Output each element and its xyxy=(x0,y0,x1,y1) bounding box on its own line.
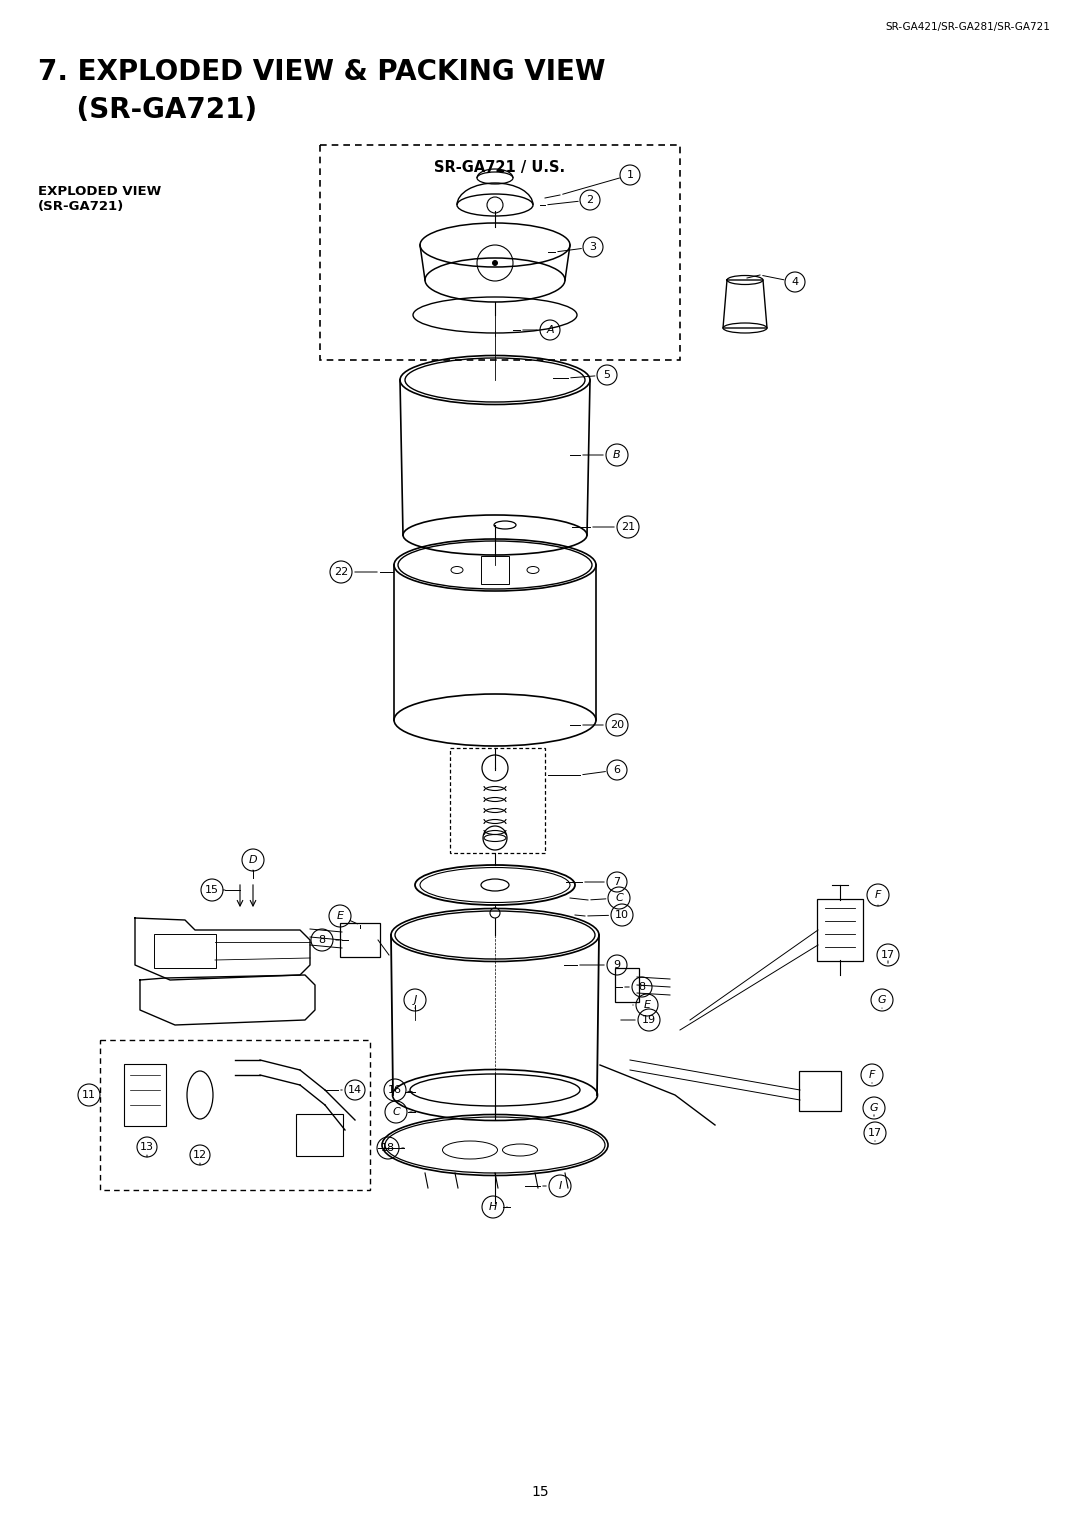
Text: F: F xyxy=(875,890,881,899)
Text: (SR-GA721): (SR-GA721) xyxy=(38,96,257,124)
Text: 2: 2 xyxy=(586,195,594,205)
Text: D: D xyxy=(248,855,257,864)
Text: 3: 3 xyxy=(590,241,596,252)
Text: C: C xyxy=(616,893,623,902)
Text: EXPLODED VIEW: EXPLODED VIEW xyxy=(38,185,161,199)
Text: I: I xyxy=(558,1180,562,1191)
Text: A: A xyxy=(546,325,554,334)
Text: 14: 14 xyxy=(348,1086,362,1095)
Text: 6: 6 xyxy=(613,765,621,776)
Text: 16: 16 xyxy=(388,1086,402,1095)
Text: 1: 1 xyxy=(626,169,634,180)
Text: 10: 10 xyxy=(615,910,629,919)
Text: 21: 21 xyxy=(621,522,635,531)
Text: 15: 15 xyxy=(205,886,219,895)
Text: 13: 13 xyxy=(140,1142,154,1151)
Text: 7: 7 xyxy=(613,876,621,887)
Text: 8: 8 xyxy=(638,982,646,993)
Text: 8: 8 xyxy=(319,935,325,945)
Text: 12: 12 xyxy=(193,1150,207,1161)
Text: 11: 11 xyxy=(82,1090,96,1099)
Text: 17: 17 xyxy=(881,950,895,960)
Text: G: G xyxy=(869,1102,878,1113)
Text: SR-GA421/SR-GA281/SR-GA721: SR-GA421/SR-GA281/SR-GA721 xyxy=(886,21,1050,32)
Text: G: G xyxy=(878,996,887,1005)
Text: 19: 19 xyxy=(642,1015,656,1025)
Text: C: C xyxy=(392,1107,400,1116)
Circle shape xyxy=(492,260,498,266)
Text: SR-GA721 / U.S.: SR-GA721 / U.S. xyxy=(434,160,566,176)
Text: 17: 17 xyxy=(868,1128,882,1138)
Text: E: E xyxy=(644,1000,650,1009)
Text: 4: 4 xyxy=(792,276,798,287)
Text: (SR-GA721): (SR-GA721) xyxy=(38,200,124,212)
Text: E: E xyxy=(337,912,343,921)
Text: 20: 20 xyxy=(610,721,624,730)
Text: 9: 9 xyxy=(613,960,621,970)
Text: 7. EXPLODED VIEW & PACKING VIEW: 7. EXPLODED VIEW & PACKING VIEW xyxy=(38,58,606,86)
Text: B: B xyxy=(613,450,621,460)
Bar xyxy=(481,556,509,583)
Text: 18: 18 xyxy=(381,1144,395,1153)
Text: 15: 15 xyxy=(531,1484,549,1500)
Text: J: J xyxy=(414,996,417,1005)
Text: H: H xyxy=(489,1202,497,1212)
Text: F: F xyxy=(868,1070,875,1080)
Text: 22: 22 xyxy=(334,567,348,577)
Text: 5: 5 xyxy=(604,370,610,380)
